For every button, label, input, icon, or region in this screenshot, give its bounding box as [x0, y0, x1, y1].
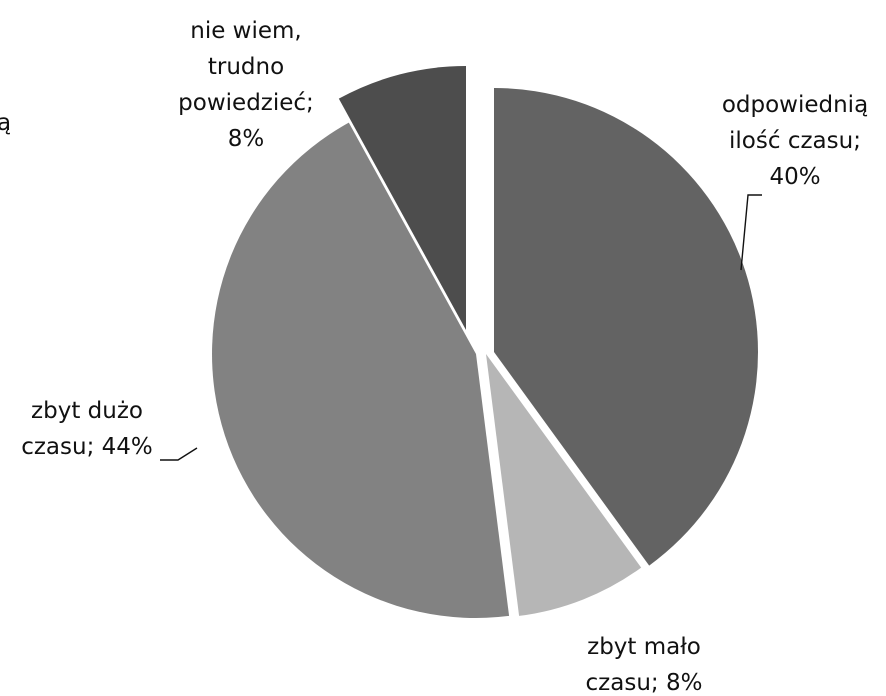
- slice-label: zbyt dużo czasu; 44%: [21, 398, 153, 460]
- slice-label: zbyt mało czasu; 8%: [586, 634, 703, 696]
- label-leader-line: [740, 194, 762, 271]
- slice-label-line: czasu; 8%: [586, 670, 703, 696]
- slice-label-line: czasu; 44%: [21, 434, 153, 460]
- slice-label-line: 8%: [228, 126, 265, 152]
- pie-slice: [212, 122, 510, 619]
- slice-label-line: nie wiem,: [190, 18, 302, 44]
- slice-label-line: ilość czasu;: [729, 128, 861, 154]
- slice-label-line: zbyt dużo: [31, 398, 143, 424]
- slice-label-line: odpowiednią: [722, 92, 868, 118]
- slice-label-line: zbyt mało: [587, 634, 701, 660]
- label-leader-line: [160, 447, 198, 461]
- slice-label: nie wiem, trudno powiedzieć; 8%: [178, 18, 314, 152]
- pie-slice: [494, 87, 759, 566]
- pie-slice: [338, 66, 466, 330]
- truncated-legend-text: ą: [0, 110, 11, 136]
- slice-label-line: trudno: [208, 54, 284, 80]
- slice-label-line: 40%: [769, 164, 820, 190]
- slice-label-line: powiedzieć;: [178, 90, 314, 116]
- slice-label: odpowiednią ilość czasu; 40%: [722, 92, 868, 190]
- pie-slice: [486, 354, 642, 616]
